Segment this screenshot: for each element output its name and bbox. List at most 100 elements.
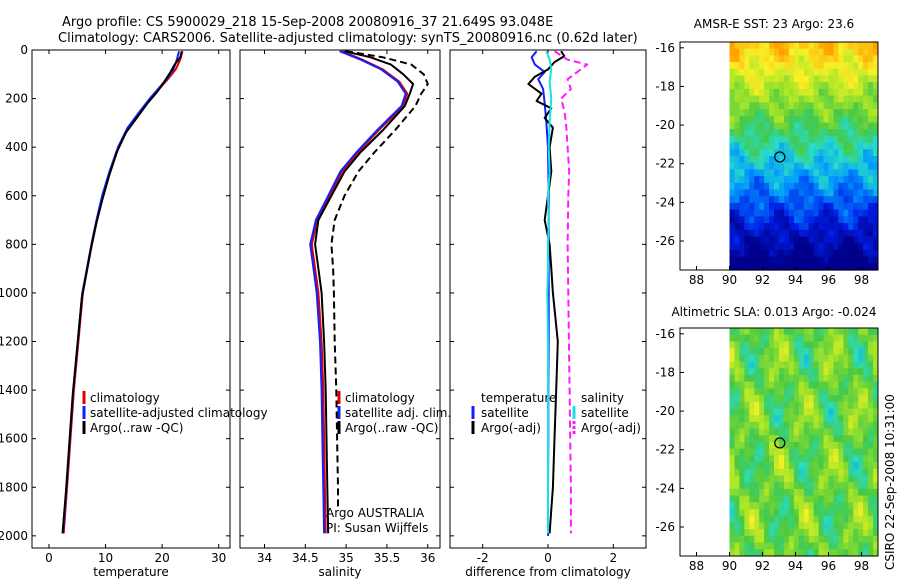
heatmap-cell <box>744 48 750 56</box>
heatmap-cell <box>833 102 839 110</box>
heatmap-cell <box>793 515 800 524</box>
heatmap-cell <box>788 135 795 144</box>
heatmap-cell <box>838 249 844 258</box>
heatmap-cell <box>843 142 849 150</box>
map-xtick-label: 88 <box>689 273 704 287</box>
heatmap-cell <box>813 42 820 50</box>
heatmap-cell <box>838 348 844 356</box>
heatmap-cell <box>739 102 745 110</box>
heatmap-cell <box>739 388 745 396</box>
heatmap-cell <box>843 82 849 90</box>
heatmap-cell <box>764 502 770 510</box>
heatmap-cell <box>843 408 849 416</box>
heatmap-cell <box>848 196 854 204</box>
heatmap-cell <box>759 109 765 117</box>
heatmap-cell <box>873 495 879 503</box>
heatmap-cell <box>848 68 854 77</box>
heatmap-cell <box>764 256 770 264</box>
heatmap-cell <box>853 55 859 63</box>
heatmap-cell <box>754 75 760 83</box>
heatmap-cell <box>769 169 775 177</box>
heatmap-cell <box>779 129 785 137</box>
heatmap-cell <box>803 334 810 342</box>
heatmap-cell <box>779 334 785 342</box>
map-ytick-label: -18 <box>655 79 675 93</box>
heatmap-cell <box>823 156 829 164</box>
heatmap-cell <box>803 502 810 510</box>
heatmap-cell <box>813 109 820 117</box>
heatmap-cell <box>873 129 879 137</box>
heatmap-cell <box>818 88 825 97</box>
heatmap-cell <box>873 102 879 110</box>
heatmap-cell <box>793 328 800 336</box>
heatmap-cell <box>828 488 834 497</box>
heatmap-cell <box>769 102 775 110</box>
heatmap-cell <box>779 243 785 251</box>
heatmap-cell <box>823 102 829 110</box>
heatmap-cell <box>858 354 864 363</box>
heatmap-cell <box>759 529 765 537</box>
heatmap-cell <box>873 223 879 231</box>
heatmap-cell <box>739 249 745 258</box>
heatmap-cell <box>798 455 805 463</box>
heatmap-cell <box>769 354 775 363</box>
heatmap-cell <box>823 448 829 456</box>
heatmap-cell <box>774 162 780 170</box>
heatmap-cell <box>838 223 844 231</box>
heatmap-cell <box>828 502 834 510</box>
heatmap-cell <box>779 328 785 336</box>
heatmap-cell <box>779 196 785 204</box>
heatmap-cell <box>784 334 790 342</box>
heatmap-cell <box>774 243 780 251</box>
heatmap-cell <box>749 135 755 144</box>
heatmap-cell <box>813 482 820 490</box>
heatmap-cell <box>793 482 800 490</box>
heatmap-cell <box>759 236 765 244</box>
temperature-xlabel: temperature <box>93 565 168 579</box>
heatmap-cell <box>779 408 785 416</box>
heatmap-cell <box>779 95 785 103</box>
heatmap-cell <box>798 395 805 403</box>
heatmap-cell <box>828 421 834 430</box>
heatmap-cell <box>739 374 745 383</box>
heatmap-cell <box>744 189 750 197</box>
heatmap-cell <box>838 88 844 97</box>
heatmap-cell <box>729 428 735 436</box>
heatmap-cell <box>754 502 760 510</box>
heatmap-cell <box>759 374 765 383</box>
heatmap-cell <box>818 189 825 197</box>
heatmap-cell <box>813 428 820 436</box>
heatmap-cell <box>779 216 785 224</box>
heatmap-cell <box>808 149 815 157</box>
heatmap-cell <box>813 149 820 157</box>
heatmap-cell <box>784 176 790 184</box>
heatmap-cell <box>853 415 859 423</box>
heatmap-cell <box>754 263 760 271</box>
heatmap-cell <box>833 68 839 77</box>
heatmap-cell <box>813 488 820 497</box>
salinity-xtick-label: 36 <box>420 551 435 565</box>
heatmap-cell <box>749 395 755 403</box>
heatmap-cell <box>868 535 874 544</box>
heatmap-cell <box>823 502 829 510</box>
heatmap-cell <box>798 401 805 410</box>
heatmap-cell <box>858 122 864 130</box>
heatmap-cell <box>828 109 834 117</box>
heatmap-cell <box>858 249 864 258</box>
heatmap-cell <box>734 256 740 264</box>
heatmap-cell <box>833 475 839 483</box>
heatmap-cell <box>749 354 755 363</box>
heatmap-cell <box>744 156 750 164</box>
heatmap-cell <box>818 202 825 211</box>
heatmap-cell <box>759 196 765 204</box>
heatmap-cell <box>868 488 874 497</box>
heatmap-cell <box>818 361 825 369</box>
heatmap-cell <box>853 162 859 170</box>
heatmap-cell <box>848 328 854 336</box>
heatmap-cell <box>813 196 820 204</box>
heatmap-cell <box>848 75 854 83</box>
heatmap-cell <box>739 75 745 83</box>
heatmap-cell <box>873 149 879 157</box>
heatmap-cell <box>744 455 750 463</box>
heatmap-cell <box>774 502 780 510</box>
